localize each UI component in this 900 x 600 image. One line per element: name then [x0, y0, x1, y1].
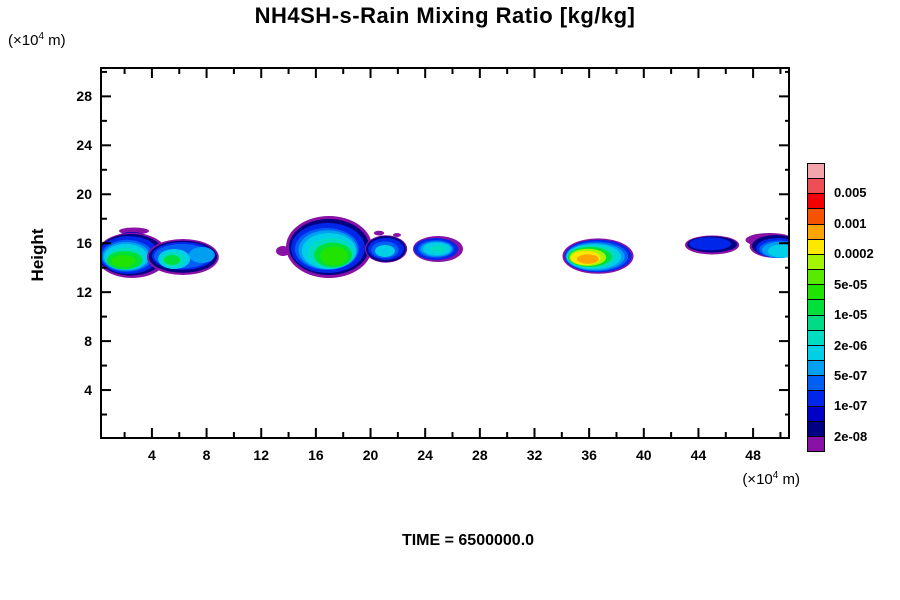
y-tick-label: 4 — [84, 382, 92, 399]
colorbar-cell — [807, 269, 825, 286]
colorbar-level-label: 2e-06 — [834, 337, 868, 353]
colorbar-level-label: 1e-05 — [834, 307, 868, 323]
colorbar-cell — [807, 344, 825, 362]
y-axis-units-label: (×104 m) — [8, 31, 66, 49]
colorbar-level-label: 2e-08 — [834, 428, 868, 444]
y-tick-label: 8 — [84, 333, 92, 350]
x-tick-label: 48 — [745, 447, 761, 463]
colorbar-cell — [807, 435, 825, 452]
colorbar-cell — [807, 253, 825, 271]
y-tick-label: 20 — [76, 186, 92, 203]
blob-cloud-2 — [147, 239, 219, 275]
plot-frame — [100, 67, 790, 439]
colorbar-cell — [807, 420, 825, 437]
colorbar-cell — [807, 314, 825, 331]
colorbar-cell — [807, 299, 825, 316]
x-tick-label: 16 — [308, 447, 324, 463]
colorbar-cell — [807, 208, 825, 225]
colorbar-level-label: 0.0002 — [834, 246, 874, 262]
colorbar-cell — [807, 163, 825, 180]
contour-field — [100, 67, 790, 439]
x-tick-label: 12 — [253, 447, 269, 463]
colorbar-level-label: 1e-07 — [834, 398, 868, 414]
colorbar-level-label: 5e-05 — [834, 276, 868, 292]
colorbar-level-label: 5e-07 — [834, 367, 868, 383]
colorbar-cell — [807, 360, 825, 377]
colorbar-cell — [807, 405, 825, 422]
colorbar-level-label: 0.001 — [834, 215, 867, 231]
plot-area — [100, 67, 790, 439]
colorbar-cell — [807, 178, 825, 195]
blob-left-edge-cloud — [100, 227, 168, 278]
x-tick-label: 8 — [202, 447, 211, 463]
y-axis-title: Height — [28, 228, 47, 282]
blob-flat-cloud — [685, 235, 740, 255]
colorbar-cell — [807, 329, 825, 346]
y-tick-label: 24 — [76, 137, 92, 154]
x-axis-units-label: (×104 m) — [742, 470, 800, 488]
blob-big-cloud — [286, 216, 372, 278]
y-tick-label: 28 — [76, 88, 92, 105]
colorbar-cell — [807, 193, 825, 210]
blob-intense-cloud — [562, 238, 634, 274]
colorbar-cell — [807, 284, 825, 301]
blob-cloud-4 — [364, 230, 408, 263]
x-tick-label: 28 — [472, 447, 488, 463]
x-tick-label: 32 — [526, 447, 543, 463]
x-tick-label: 40 — [636, 447, 652, 463]
colorbar-cell — [807, 390, 825, 407]
colorbar-cell — [807, 238, 825, 255]
blob-cloud-5 — [413, 236, 463, 262]
colorbar-level-label: 0.005 — [834, 185, 867, 201]
x-tick-label: 36 — [581, 447, 597, 463]
x-tick-label: 4 — [148, 447, 156, 463]
colorbar-cell — [807, 375, 825, 392]
x-tick-label: 20 — [362, 447, 379, 463]
x-tick-label: 24 — [417, 447, 433, 463]
x-tick-label: 44 — [690, 447, 707, 463]
colorbar — [807, 163, 825, 452]
y-tick-label: 16 — [76, 235, 92, 252]
time-label: TIME = 6500000.0 — [401, 532, 535, 549]
y-tick-label: 12 — [76, 284, 92, 301]
blob-right-edge-cloud — [745, 233, 790, 259]
colorbar-cell — [807, 223, 825, 240]
page-title: NH4SH-s-Rain Mixing Ratio [kg/kg] — [254, 3, 636, 28]
